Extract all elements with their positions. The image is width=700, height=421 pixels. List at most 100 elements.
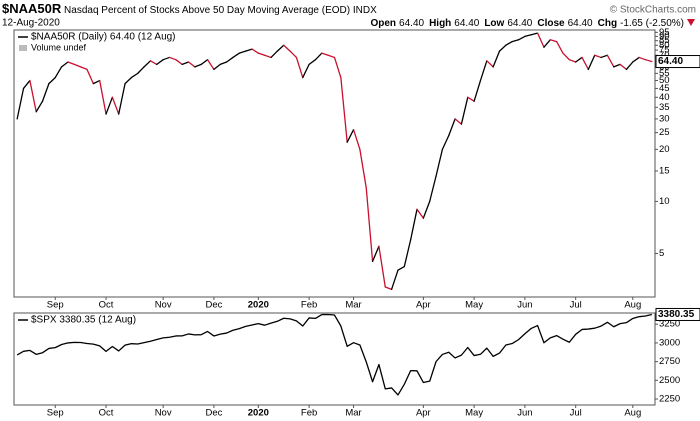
line-segment: [492, 50, 501, 68]
legend-label: $SPX 3380.35 (12 Aug): [31, 315, 136, 326]
line-segment: [410, 208, 418, 241]
line-segment: [124, 76, 133, 85]
line-segment: [613, 63, 621, 68]
line-segment: [60, 61, 69, 68]
quote-label: High: [429, 18, 451, 29]
line-segment: [225, 56, 234, 63]
line-segment: [403, 239, 412, 268]
line-segment: [644, 59, 653, 63]
y-tick-label: 50: [659, 75, 670, 86]
line-segment: [511, 39, 520, 43]
header-title-line: $NAA50R Nasdaq Percent of Stocks Above 5…: [2, 1, 377, 16]
line-segment: [321, 52, 329, 56]
line-segment: [454, 118, 463, 125]
x-tick-label: Jul: [570, 300, 582, 311]
line-segment: [327, 54, 336, 59]
line-segment: [86, 68, 94, 85]
line-segment: [530, 32, 539, 36]
x-tick-label: Nov: [155, 408, 172, 419]
last-value-tag: [655, 55, 700, 69]
date: 12-Aug-2020: [2, 18, 60, 29]
x-tick-label: Aug: [624, 408, 641, 419]
line-segment: [517, 35, 526, 41]
chart-title: $NAA50R: [2, 1, 62, 16]
line-segment: [168, 56, 177, 61]
line-segment: [276, 44, 285, 52]
line-segment: [378, 245, 386, 288]
line-segment: [35, 100, 44, 113]
line-segment: [498, 44, 507, 52]
line-segment: [111, 96, 120, 115]
line-segment: [289, 50, 298, 59]
line-segment: [524, 34, 532, 38]
line-segment: [283, 44, 291, 52]
line-segment: [200, 59, 209, 66]
line-segment: [41, 82, 50, 102]
line-segment: [543, 39, 551, 48]
line-segment: [619, 63, 628, 71]
y-tick-label: 40: [659, 92, 670, 103]
y-tick-label: 20: [659, 144, 670, 155]
y-tick-label: 25: [659, 127, 670, 138]
y-tick-label: 2250: [659, 394, 680, 405]
quote-value: -1.65 (-2.50%): [620, 18, 684, 29]
x-tick-label: Aug: [624, 300, 641, 311]
watermark: © StockCharts.com: [610, 5, 696, 16]
quote-line: Open 64.40 High 64.40 Low 64.40 Close 64.40 Chg -…: [370, 18, 684, 29]
quote-label: Close: [537, 18, 565, 29]
line-segment: [29, 79, 37, 113]
quote-label: Low: [484, 18, 504, 29]
line-segment: [54, 66, 63, 79]
line-segment: [568, 59, 577, 63]
x-tick-label: 2020: [248, 408, 269, 419]
plot-frame: [13, 29, 656, 298]
line-segment: [600, 54, 609, 59]
line-segment: [194, 63, 202, 68]
exchange: INDX: [353, 5, 377, 16]
line-segment: [92, 79, 101, 85]
line-segment: [346, 128, 355, 143]
line-segment: [244, 48, 253, 52]
y-tick-label: 90: [659, 31, 670, 42]
line-segment: [575, 56, 583, 63]
line-segment: [149, 60, 158, 66]
x-tick-label: Oct: [99, 408, 114, 419]
line-segment: [587, 54, 596, 71]
note: Volume undef: [31, 42, 87, 52]
line-segment: [390, 269, 399, 291]
line-segment: [156, 59, 164, 66]
line-segment: [581, 56, 590, 71]
x-tick-label: Sep: [47, 408, 64, 419]
line-segment: [206, 59, 215, 71]
line-segment: [505, 40, 513, 46]
x-tick-label: Mar: [345, 408, 361, 419]
line-segment: [314, 52, 323, 61]
line-segment: [118, 82, 126, 115]
line-segment: [308, 59, 317, 66]
x-tick-label: Jun: [517, 300, 532, 311]
plot-frame: [13, 312, 656, 406]
last-value-tag: [655, 307, 700, 321]
legend-label: $NAA50R (Daily) 64.40 (12 Aug): [31, 32, 176, 43]
line-segment: [213, 63, 221, 71]
line-segment: [536, 32, 545, 48]
x-tick-label: Jun: [517, 408, 532, 419]
y-tick-label: 55: [659, 68, 670, 79]
line-segment: [22, 79, 31, 90]
x-tick-label: Dec: [205, 408, 222, 419]
chart-subtitle: Nasdaq Percent of Stocks Above 50 Day Mo…: [64, 5, 350, 16]
x-tick-label: Nov: [155, 300, 172, 311]
line-segment: [187, 61, 196, 68]
line-segment: [435, 148, 444, 177]
x-tick-label: Jul: [570, 408, 582, 419]
y-tick-label: 5: [659, 248, 664, 259]
line-segment: [486, 60, 494, 68]
x-tick-label: 2020: [248, 300, 269, 311]
y-tick-label: 80: [659, 40, 670, 51]
x-tick-label: Oct: [99, 300, 114, 311]
line-segment: [333, 56, 342, 79]
line-segment: [143, 60, 152, 68]
y-tick-label: 85: [659, 35, 670, 46]
quote-value: 64.40: [507, 18, 532, 29]
